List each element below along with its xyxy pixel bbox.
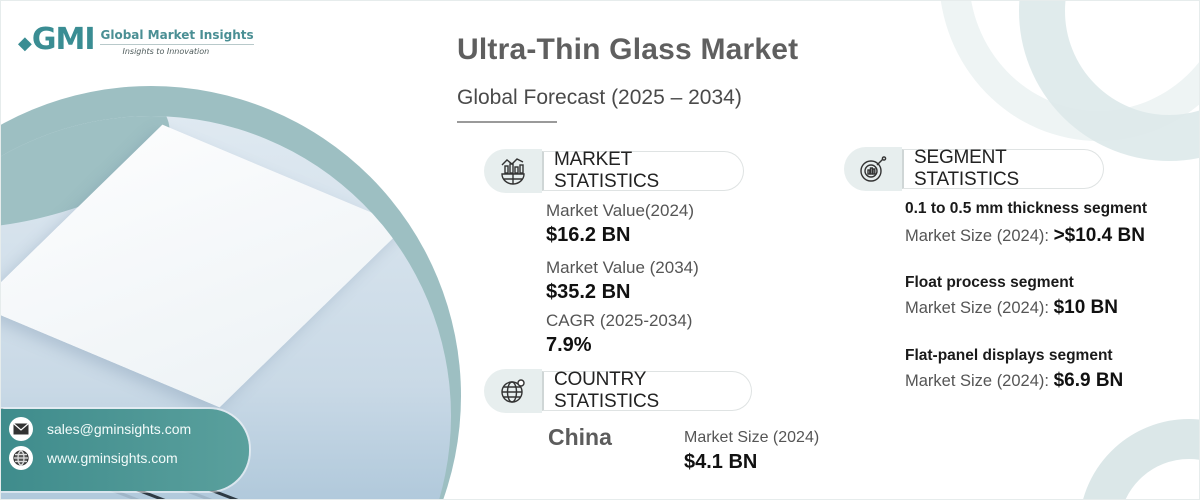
website-link[interactable]: www.gminsights.com [47,450,178,466]
cagr-value: 7.9% [546,334,592,356]
contact-bar: sales@gminsights.com www.gminsights.com [1,409,249,491]
segment-size-thickness: Market Size (2024): >$10.4 BN [905,225,1145,247]
gmi-logo[interactable]: ◆GMI Global Market Insights Insights to … [18,25,254,59]
country-market-size-label: Market Size (2024) [684,429,820,446]
market-statistics-header: MARKET STATISTICS [484,149,744,193]
decorative-arc [1079,419,1199,499]
market-value-2034-label: Market Value (2034) [546,258,699,277]
logo-mark: ◆GMI [18,22,95,57]
segment-title-thickness: 0.1 to 0.5 mm thickness segment [905,200,1148,217]
segment-size-flat-panel: Market Size (2024): $6.9 BN [905,370,1123,392]
segment-title-flat-panel: Flat-panel displays segment [905,347,1113,364]
segment-size-value: >$10.4 BN [1053,225,1145,246]
email-link[interactable]: sales@gminsights.com [47,421,192,437]
globe-pin-icon [484,369,542,413]
market-value-2024: $16.2 BN [546,224,631,246]
brand-name: Global Market Insights [100,28,254,45]
segment-title-float: Float process segment [905,274,1074,291]
market-statistics-heading: MARKET STATISTICS [542,149,744,192]
page-subtitle: Global Forecast (2025 – 2034) [457,86,742,109]
market-value-2034: $35.2 BN [546,281,631,303]
page-title: Ultra-Thin Glass Market [457,33,799,66]
brand-tagline: Insights to Innovation [122,47,210,56]
envelope-icon [9,417,33,441]
segment-size-float: Market Size (2024): $10 BN [905,297,1118,319]
segment-size-label: Market Size (2024): [905,227,1049,245]
cagr-label: CAGR (2025-2034) [546,311,693,330]
country-statistics-heading: COUNTRY STATISTICS [542,369,752,412]
pie-chart-target-icon [844,147,902,191]
segment-size-value: $6.9 BN [1053,370,1124,391]
segment-size-value: $10 BN [1053,297,1118,318]
segment-statistics-header: SEGMENT STATISTICS [844,147,1104,191]
market-value-2024-label: Market Value(2024) [546,201,695,220]
country-statistics-header: COUNTRY STATISTICS [484,369,752,413]
segment-size-label: Market Size (2024): [905,372,1049,390]
chart-globe-icon [484,149,542,193]
segment-size-label: Market Size (2024): [905,299,1049,317]
segment-statistics-heading: SEGMENT STATISTICS [902,147,1104,190]
decorative-arc [1019,1,1199,161]
contact-website[interactable]: www.gminsights.com [9,446,178,470]
contact-email[interactable]: sales@gminsights.com [9,417,191,441]
title-divider [457,121,557,123]
country-market-size-value: $4.1 BN [684,451,758,473]
country-name: China [548,424,612,450]
globe-icon [9,446,33,470]
